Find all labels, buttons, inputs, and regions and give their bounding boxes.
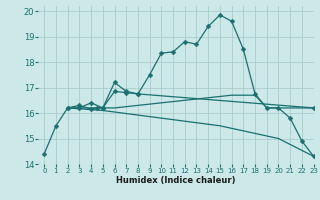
X-axis label: Humidex (Indice chaleur): Humidex (Indice chaleur) (116, 176, 236, 185)
